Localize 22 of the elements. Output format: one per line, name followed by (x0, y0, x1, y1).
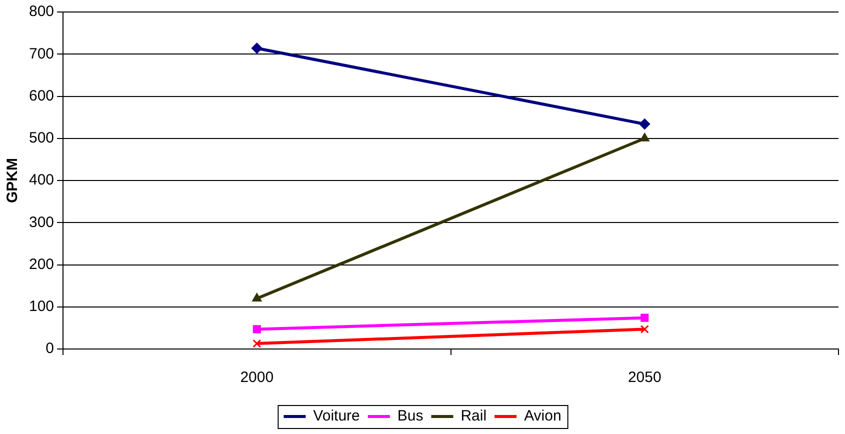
y-tick-label: 100 (28, 298, 54, 316)
point (251, 42, 262, 54)
y-tick-label: 0 (46, 340, 54, 358)
legend-label: Rail (460, 408, 487, 425)
point (252, 325, 261, 334)
y-tick-label: 500 (28, 130, 54, 147)
y-tick-label: 400 (28, 172, 54, 189)
legend-label: Voiture (313, 408, 360, 425)
y-axis-title: GPKM (4, 158, 22, 203)
y-tick-label: 200 (28, 256, 54, 273)
y-tick-label: 600 (28, 87, 54, 104)
x-tick-label: 2050 (628, 369, 662, 386)
legend-label: Avion (524, 408, 562, 425)
point (252, 339, 262, 348)
x-tick-label: 2000 (240, 369, 274, 386)
y-tick-label: 800 (28, 3, 54, 20)
point (640, 324, 649, 334)
y-tick-label: 300 (28, 214, 54, 231)
point (640, 314, 649, 322)
y-tick-label: 700 (28, 45, 54, 62)
point (639, 118, 650, 130)
legend-label: Bus (397, 408, 424, 425)
